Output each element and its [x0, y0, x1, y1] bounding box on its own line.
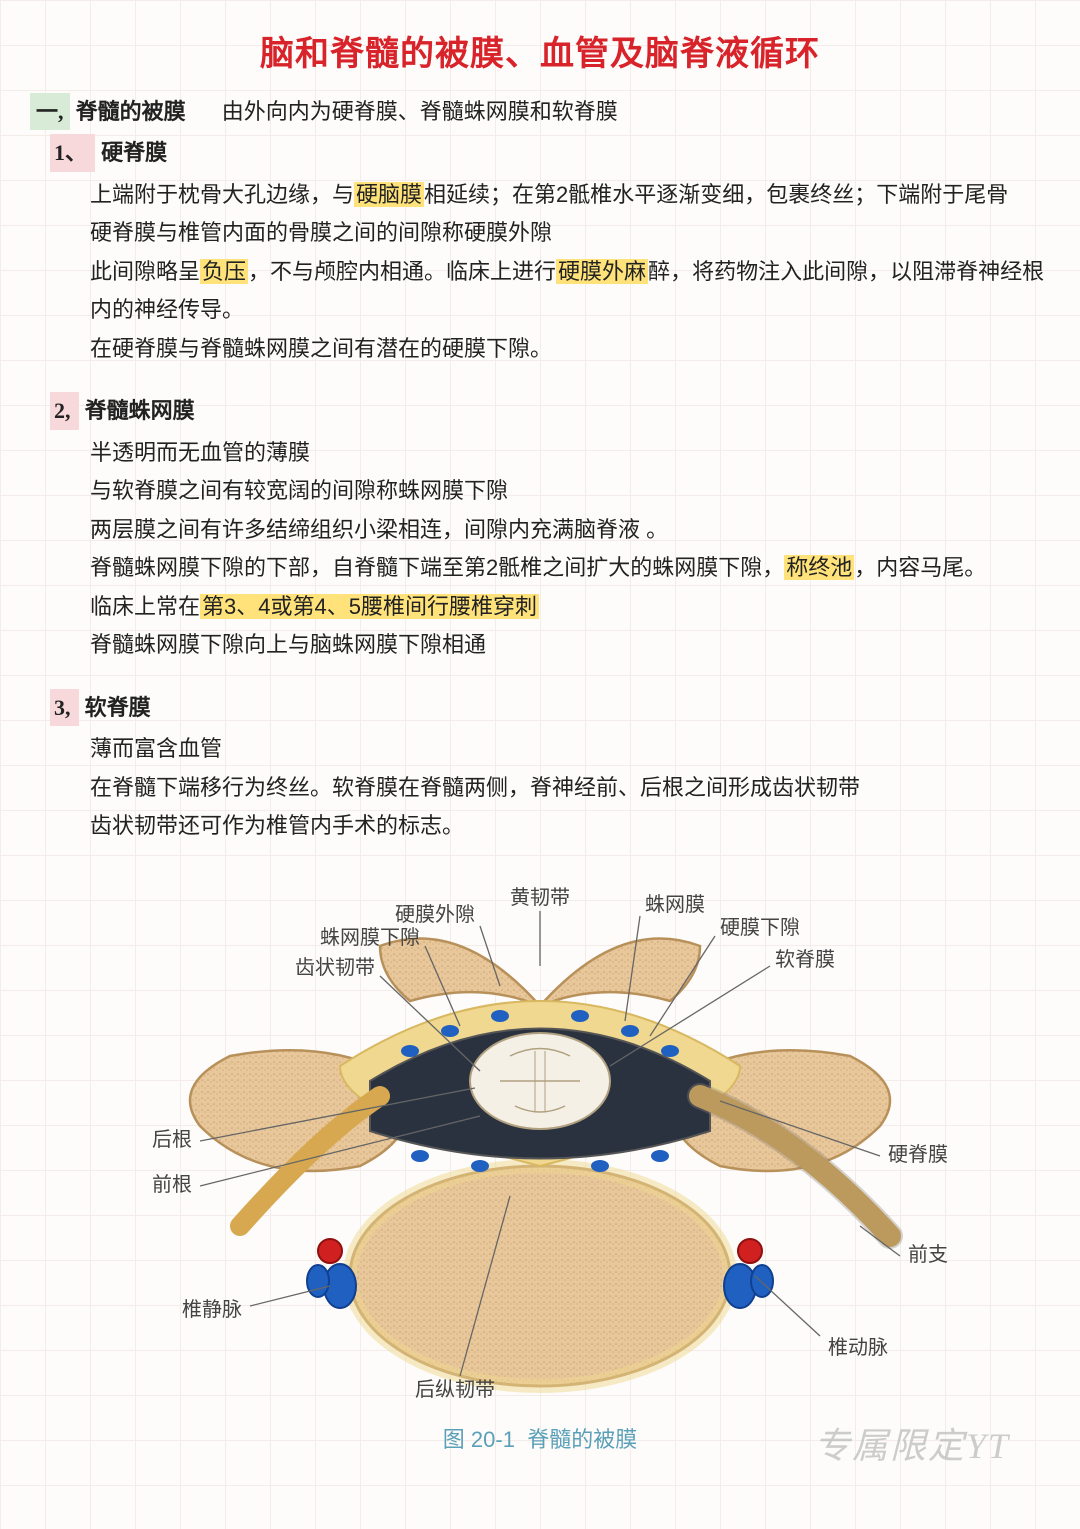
text: ，不与颅腔内相通。临床上进行: [248, 259, 556, 284]
text: 相延续；在第2骶椎水平逐渐变细，包裹终丝；下端附于尾骨: [424, 182, 1008, 207]
text: 脊髓蛛网膜下隙的下部，自脊髓下端至第2骶椎之间扩大的蛛网膜下隙，: [90, 555, 784, 580]
sub2-p1: 半透明而无血管的薄膜: [90, 434, 1050, 473]
sub1-header: 1、 硬脊膜: [50, 134, 1050, 171]
label-zhuijingmai: 椎静脉: [182, 1298, 242, 1321]
sub1-p1: 上端附于枕骨大孔边缘，与硬脑膜相延续；在第2骶椎水平逐渐变细，包裹终丝；下端附于…: [90, 176, 1050, 215]
sub-title: 软脊膜: [85, 695, 151, 720]
sub-number: 1、: [50, 134, 95, 171]
sub-number: 3,: [50, 689, 79, 726]
sub2-p5: 临床上常在第3、4或第4、5腰椎间行腰椎穿刺: [90, 588, 1050, 627]
sub1-p4: 在硬脊膜与脊髓蛛网膜之间有潜在的硬膜下隙。: [90, 330, 1050, 369]
label-zhuwangmoxiaxi: 蛛网膜下隙: [320, 926, 420, 949]
label-yingjimo: 硬脊膜: [888, 1143, 948, 1166]
sub3-p2: 在脊髓下端移行为终丝。软脊膜在脊髓两侧，脊神经前、后根之间形成齿状韧带: [90, 769, 1050, 808]
label-houzong: 后纵韧带: [415, 1378, 495, 1401]
label-qianzhi: 前支: [908, 1243, 948, 1266]
section-row: 一, 脊髓的被膜 由外向内为硬脊膜、脊髓蛛网膜和软脊膜: [30, 93, 1050, 130]
label-zhuidongmai: 椎动脉: [828, 1336, 888, 1359]
page-title: 脑和脊髓的被膜、血管及脑脊液循环: [30, 26, 1050, 75]
caption-prefix: 图 20-1: [443, 1427, 515, 1452]
label-zhuwangmo: 蛛网膜: [645, 893, 705, 916]
label-huangrendai: 黄韧带: [510, 886, 570, 909]
text: ，内容马尾。: [854, 555, 986, 580]
sub2-header: 2, 脊髓蛛网膜: [50, 392, 1050, 429]
text: 上端附于枕骨大孔边缘，与: [90, 182, 354, 207]
watermark: 专属限定YT: [814, 1417, 1010, 1469]
sub-title: 硬脊膜: [101, 140, 167, 165]
sub2-p6: 脊髓蛛网膜下隙向上与脑蛛网膜下隙相通: [90, 626, 1050, 665]
section-title: 脊髓的被膜: [76, 99, 186, 124]
section-desc: 由外向内为硬脊膜、脊髓蛛网膜和软脊膜: [222, 99, 618, 124]
section-number: 一,: [30, 93, 70, 130]
caption-text: 脊髓的被膜: [527, 1427, 637, 1452]
label-yingmowaix: 硬膜外隙: [395, 903, 475, 926]
anatomy-diagram: 黄韧带 硬膜外隙 蛛网膜下隙 齿状韧带 蛛网膜 硬膜下隙 软脊膜 后根 前根 椎…: [80, 856, 1000, 1416]
sub2-p2: 与软脊膜之间有较宽阔的间隙称蛛网膜下隙: [90, 472, 1050, 511]
label-qiangen: 前根: [152, 1173, 192, 1196]
label-ruanjimo: 软脊膜: [775, 948, 835, 971]
label-chizhuangrendai: 齿状韧带: [295, 956, 375, 979]
sub2-p4: 脊髓蛛网膜下隙的下部，自脊髓下端至第2骶椎之间扩大的蛛网膜下隙，称终池，内容马尾…: [90, 549, 1050, 588]
highlight: 硬脑膜: [354, 182, 424, 207]
label-hougen: 后根: [152, 1128, 192, 1151]
sub-number: 2,: [50, 392, 79, 429]
highlight: 第3、4或第4、5腰椎间行腰椎穿刺: [200, 594, 539, 619]
sub3-p1: 薄而富含血管: [90, 730, 1050, 769]
highlight: 称终池: [784, 555, 854, 580]
highlight: 负压: [200, 259, 248, 284]
sub2-p3: 两层膜之间有许多结缔组织小梁相连，间隙内充满脑脊液 。: [90, 511, 1050, 550]
sub-title: 脊髓蛛网膜: [85, 398, 195, 423]
label-yingmoxiaxi: 硬膜下隙: [720, 916, 800, 939]
sub1-p2: 硬脊膜与椎管内面的骨膜之间的间隙称硬膜外隙: [90, 214, 1050, 253]
text: 此间隙略呈: [90, 259, 200, 284]
highlight: 硬膜外麻: [556, 259, 648, 284]
sub3-header: 3, 软脊膜: [50, 689, 1050, 726]
text: 临床上常在: [90, 594, 200, 619]
sub1-p3: 此间隙略呈负压，不与颅腔内相通。临床上进行硬膜外麻醉，将药物注入此间隙，以阻滞脊…: [90, 253, 1050, 330]
sub3-p3: 齿状韧带还可作为椎管内手术的标志。: [90, 807, 1050, 846]
